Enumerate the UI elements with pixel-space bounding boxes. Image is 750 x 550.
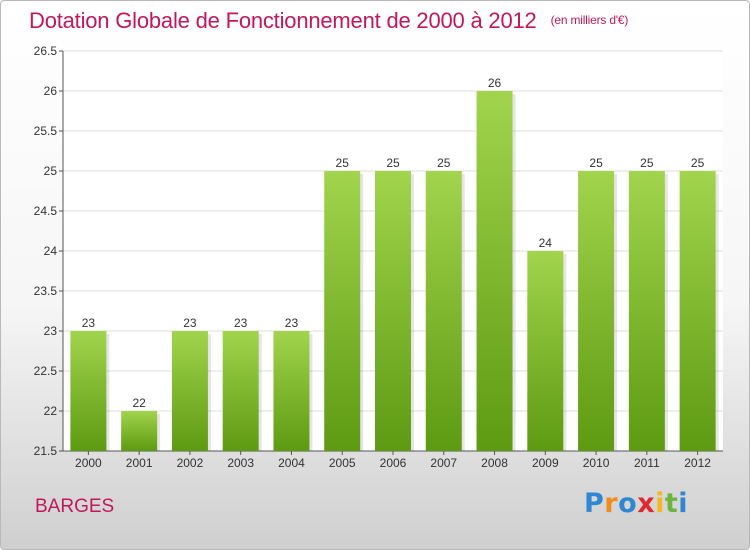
logo-letter: P (584, 488, 605, 519)
x-tick-label: 2010 (583, 456, 610, 470)
bar-value-label: 26 (488, 76, 502, 90)
bar-value-label: 25 (640, 156, 654, 170)
x-tick-label: 2009 (532, 456, 559, 470)
bar (324, 171, 361, 451)
y-tick-label: 23.5 (34, 284, 58, 298)
y-tick-label: 26 (44, 84, 58, 98)
bar-value-label: 25 (336, 156, 350, 170)
x-tick-label: 2002 (177, 456, 204, 470)
x-tick-label: 2000 (75, 456, 102, 470)
bar-value-label: 25 (437, 156, 451, 170)
chart-subtitle: (en milliers d'€) (550, 13, 629, 27)
y-tick-label: 25.5 (34, 124, 58, 138)
bar (476, 91, 513, 451)
x-tick-label: 2005 (329, 456, 356, 470)
proxiti-logo: Proxiti (584, 488, 688, 519)
bar (70, 331, 107, 451)
bar (121, 411, 158, 451)
title-text: Dotation Globale de Fonctionnement de 20… (29, 8, 537, 33)
logo-letter: t (664, 488, 679, 519)
bar-value-label: 25 (589, 156, 603, 170)
bar (628, 171, 665, 451)
bar (375, 171, 411, 451)
bar (171, 331, 208, 451)
logo-letter: i (655, 488, 665, 519)
bar-value-label: 23 (285, 316, 299, 330)
x-tick-label: 2001 (126, 456, 153, 470)
logo-letter: o (618, 488, 638, 519)
logo-letter: r (604, 488, 619, 519)
y-tick-label: 22 (44, 404, 58, 418)
chart-title: Dotation Globale de Fonctionnement de 20… (29, 8, 628, 34)
bar-value-label: 24 (539, 236, 553, 250)
bar-value-label: 23 (234, 316, 248, 330)
bar (273, 331, 310, 451)
y-tick-label: 22.5 (34, 364, 58, 378)
bar-value-label: 25 (691, 156, 705, 170)
bar-value-label: 23 (183, 316, 197, 330)
x-tick-label: 2007 (430, 456, 457, 470)
y-tick-label: 24.5 (34, 204, 58, 218)
bar-value-label: 23 (82, 316, 96, 330)
bar (679, 171, 716, 451)
bar-value-label: 25 (386, 156, 400, 170)
y-tick-label: 25 (44, 164, 58, 178)
y-tick-label: 23 (44, 324, 58, 338)
y-tick-label: 26.5 (34, 44, 58, 58)
city-name: BARGES (35, 496, 115, 517)
bar-value-label: 22 (132, 396, 146, 410)
logo-letter: x (637, 488, 656, 519)
bar (578, 171, 615, 451)
x-tick-label: 2003 (227, 456, 254, 470)
y-tick-label: 24 (44, 244, 58, 258)
logo-letter: i (678, 488, 689, 519)
x-tick-label: 2011 (634, 456, 660, 470)
bar (527, 251, 564, 451)
bar (222, 331, 259, 451)
x-tick-label: 2004 (278, 456, 305, 470)
x-tick-label: 2006 (380, 456, 407, 470)
x-tick-label: 2012 (684, 456, 711, 470)
y-tick-label: 21.5 (34, 444, 58, 458)
bar (425, 171, 462, 451)
x-tick-label: 2008 (481, 456, 508, 470)
